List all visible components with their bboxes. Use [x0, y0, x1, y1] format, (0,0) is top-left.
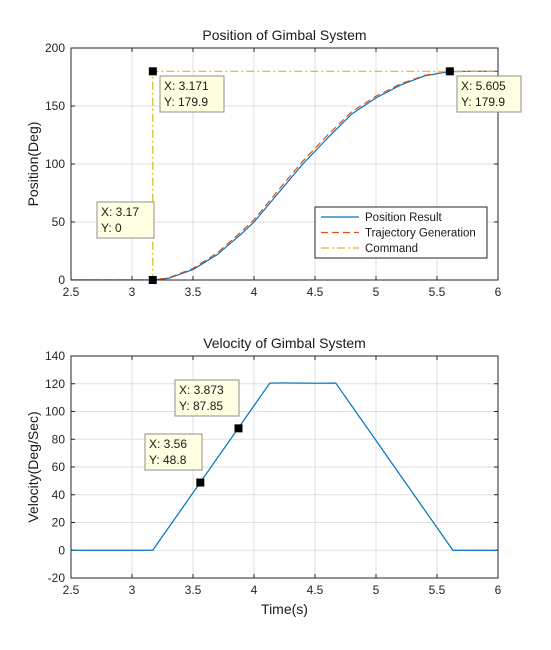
velocity-datatip-marker[interactable] [234, 424, 243, 433]
velocity-datatip[interactable]: X: 3.56 Y: 48.8 [144, 433, 205, 487]
velocity-datatip-y: Y: 48.8 [149, 453, 187, 467]
position-datatip-x: X: 5.605 [461, 79, 506, 93]
velocity-x-tick-label: 3.5 [185, 583, 202, 597]
position-legend: Position Result Trajectory Generation Comm… [314, 206, 488, 259]
position-x-tick-label: 2.5 [63, 285, 80, 299]
velocity-datatip-marker[interactable] [196, 478, 205, 487]
position-datatip[interactable]: X: 3.171 Y: 179.9 [148, 67, 225, 113]
velocity-y-tick-label: -20 [48, 571, 66, 585]
position-x-tick-label: 6 [495, 285, 502, 299]
position-axes-box [70, 47, 499, 281]
position-datatip-box [96, 201, 155, 239]
position-datatip-x: X: 3.17 [101, 205, 139, 219]
position-datatip-box [159, 75, 225, 113]
velocity-datatip-y: Y: 87.85 [179, 399, 223, 413]
position-x-tick-label: 5.5 [429, 285, 446, 299]
velocity-axes-box [70, 355, 499, 579]
velocity-x-tick-label: 4.5 [307, 583, 324, 597]
position-x-tick-label: 4.5 [307, 285, 324, 299]
velocity-datatip-box [174, 379, 240, 417]
position-y-tick-label: 50 [52, 215, 66, 229]
velocity-datatip[interactable]: X: 3.873 Y: 87.85 [174, 379, 243, 433]
velocity-axes: Velocity of Gimbal System Velocity(Deg/S… [25, 335, 502, 617]
position-legend-entry: Command [365, 243, 418, 255]
position-x-tick-label: 3.5 [185, 285, 202, 299]
velocity-x-axis-label: Time(s) [261, 601, 308, 617]
position-y-axis-label: Position(Deg) [25, 122, 41, 207]
position-axes: Position of Gimbal System Position(Deg) … [25, 27, 522, 299]
position-datatip-box [456, 75, 522, 113]
position-datatip-marker[interactable] [445, 67, 454, 76]
velocity-y-tick-label: 80 [52, 432, 66, 446]
velocity-datatip-x: X: 3.873 [179, 383, 224, 397]
position-datatip-x: X: 3.171 [164, 79, 209, 93]
velocity-y-tick-label: 20 [52, 516, 66, 530]
velocity-datatip-x: X: 3.56 [149, 437, 187, 451]
velocity-y-tick-label: 120 [45, 377, 65, 391]
velocity-x-tick-label: 2.5 [63, 583, 80, 597]
position-legend-entry: Position Result [365, 212, 443, 224]
velocity-x-tick-label: 6 [495, 583, 502, 597]
position-x-tick-label: 4 [251, 285, 258, 299]
velocity-series-line-1 [71, 382, 498, 551]
position-datatip-y: Y: 179.9 [461, 95, 505, 109]
velocity-x-tick-label: 4 [251, 583, 258, 597]
position-y-tick-label: 100 [45, 157, 65, 171]
position-datatip[interactable]: X: 5.605 Y: 179.9 [445, 67, 522, 113]
position-datatip[interactable]: X: 3.17 Y: 0 [96, 201, 157, 284]
position-datatip-y: Y: 0 [101, 221, 122, 235]
velocity-y-tick-label: 60 [52, 460, 66, 474]
position-datatip-y: Y: 179.9 [164, 95, 208, 109]
position-datatip-marker[interactable] [148, 67, 157, 76]
position-x-tick-label: 3 [129, 285, 136, 299]
position-y-tick-label: 200 [45, 41, 65, 55]
velocity-x-tick-label: 5.5 [429, 583, 446, 597]
position-chart-title: Position of Gimbal System [202, 27, 366, 43]
position-datatip-marker[interactable] [148, 276, 157, 284]
velocity-y-tick-label: 0 [58, 543, 65, 557]
velocity-x-tick-label: 5 [373, 583, 380, 597]
velocity-chart-title: Velocity of Gimbal System [203, 335, 366, 351]
velocity-y-tick-label: 100 [45, 405, 65, 419]
position-x-tick-label: 5 [373, 285, 380, 299]
position-y-tick-label: 150 [45, 99, 65, 113]
position-series-line-2 [71, 70, 498, 280]
velocity-x-tick-label: 3 [129, 583, 136, 597]
velocity-y-tick-label: 140 [45, 349, 65, 363]
velocity-y-axis-label: Velocity(Deg/Sec) [25, 411, 41, 522]
position-legend-entry: Trajectory Generation [365, 228, 476, 240]
velocity-datatip-box [144, 433, 203, 471]
position-y-tick-label: 0 [58, 273, 65, 287]
velocity-y-tick-label: 40 [52, 488, 66, 502]
